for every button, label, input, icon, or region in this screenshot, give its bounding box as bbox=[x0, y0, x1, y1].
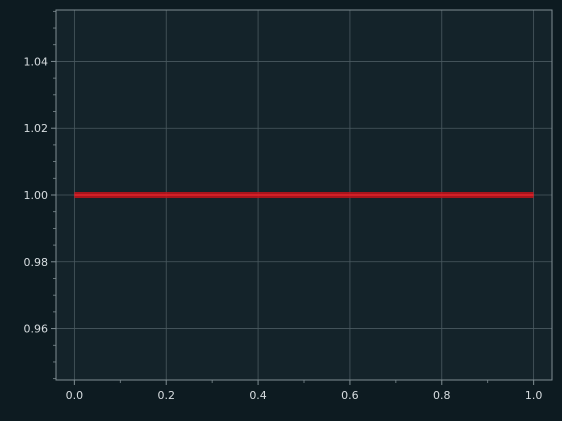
y-tick-label: 1.00 bbox=[24, 189, 49, 202]
x-tick-label: 0.8 bbox=[433, 389, 451, 402]
x-tick-label: 1.0 bbox=[525, 389, 543, 402]
y-tick-label: 0.98 bbox=[24, 256, 49, 269]
x-tick-label: 0.4 bbox=[249, 389, 267, 402]
y-tick-label: 1.02 bbox=[24, 122, 49, 135]
axis-ticks bbox=[51, 10, 535, 385]
x-tick-label: 0.6 bbox=[341, 389, 359, 402]
x-tick-label: 0.2 bbox=[157, 389, 175, 402]
x-tick-label: 0.0 bbox=[66, 389, 84, 402]
x-axis-tick-labels: 0.0 0.2 0.4 0.6 0.8 1.0 bbox=[66, 389, 543, 402]
y-tick-label: 0.96 bbox=[24, 323, 49, 336]
y-axis-tick-labels: 0.96 0.98 1.00 1.02 1.04 bbox=[24, 55, 49, 335]
y-tick-label: 1.04 bbox=[24, 55, 49, 68]
